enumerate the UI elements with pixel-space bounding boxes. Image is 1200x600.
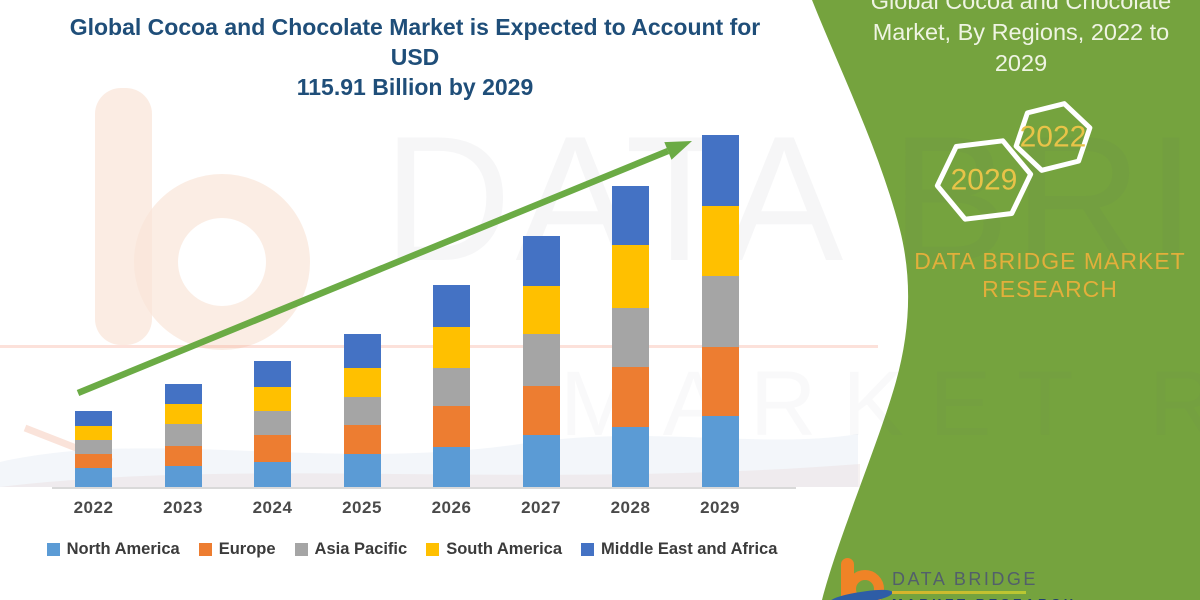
bar-segment	[612, 186, 649, 245]
stacked-bar-2028	[612, 186, 649, 487]
legend-swatch-icon	[46, 543, 60, 556]
legend-item: Middle East and Africa	[581, 540, 777, 559]
bar-segment	[75, 410, 112, 427]
bar-segment	[254, 461, 291, 487]
bar-segment	[701, 276, 739, 347]
bar-segment	[522, 386, 560, 436]
bar-segment	[343, 424, 381, 454]
legend-label: North America	[66, 540, 180, 558]
bar-segment	[164, 383, 202, 404]
bar-segment	[612, 427, 649, 487]
hexagon-badge-outline-2022	[1013, 101, 1093, 173]
chart-title: Global Cocoa and Chocolate Market is Exp…	[58, 12, 772, 102]
stacked-bar-2027	[522, 236, 560, 487]
bar-segment	[75, 454, 112, 468]
legend-swatch-icon	[198, 543, 212, 556]
legend-item: Asia Pacific	[294, 540, 408, 559]
side-panel-brand: DATA BRIDGE MARKET RESEARCH	[898, 247, 1200, 303]
bar-segment	[612, 308, 649, 368]
legend: North America Europe Asia Pacific South Ame…	[0, 540, 824, 559]
chart-area: 2022 2023 2024 2025 2026 2027 2028 2029	[52, 134, 796, 517]
bar-segment	[433, 406, 470, 447]
legend-label: Europe	[218, 540, 276, 558]
stacked-bar-2025	[343, 334, 381, 487]
x-axis-baseline	[52, 487, 796, 489]
hexagon-badge-year-2029: 2029	[951, 164, 1018, 197]
bar-segment	[343, 396, 381, 425]
x-axis-label-2029: 2029	[700, 498, 740, 517]
bar-segment	[701, 416, 739, 487]
bar-segment	[433, 446, 470, 487]
hexagon-badge-outline-2029	[934, 138, 1034, 222]
x-axis-label-2026: 2026	[431, 498, 472, 517]
side-panel-brand-line1: DATA BRIDGE MARKET	[914, 248, 1186, 274]
side-panel-shape	[812, 0, 1200, 600]
bar-segment	[254, 435, 291, 462]
legend-label: Middle East and Africa	[601, 540, 778, 558]
stacked-bar-2029	[701, 134, 739, 487]
side-panel-brand-line2: RESEARCH	[982, 276, 1118, 302]
x-axis-label-2022: 2022	[73, 498, 114, 517]
bar-segment	[701, 134, 739, 207]
hexagon-badge-year-2022: 2022	[1020, 121, 1087, 154]
bar-segment	[612, 244, 649, 309]
legend-label: South America	[446, 540, 563, 558]
bar-segment	[701, 346, 739, 417]
chart-title-line1: Global Cocoa and Chocolate Market is Exp…	[69, 14, 761, 70]
stacked-bar-2023	[164, 383, 202, 487]
side-panel-title-line1: Global Cocoa and Chocolate	[870, 0, 1172, 14]
bar-segment	[343, 334, 381, 368]
bar-segment	[433, 367, 470, 407]
footer-brand-underline	[892, 591, 1026, 594]
bar-segment	[75, 439, 112, 455]
bar-segment	[164, 403, 202, 424]
legend-swatch-icon	[581, 543, 595, 556]
bar-segment	[433, 285, 470, 327]
legend-label: Asia Pacific	[314, 540, 408, 558]
x-axis-label-2024: 2024	[252, 498, 293, 517]
bar-segment	[164, 423, 202, 446]
bar-segment	[522, 333, 560, 387]
legend-item: North America	[46, 540, 180, 559]
bar-segment	[254, 360, 291, 387]
bar-segment	[522, 435, 560, 487]
bar-segment	[433, 326, 470, 368]
stacked-bar-2024	[254, 360, 291, 487]
bar-segment	[343, 367, 381, 397]
bar-segment	[701, 206, 739, 277]
side-panel-title: Global Cocoa and Chocolate Market, By Re…	[845, 0, 1197, 79]
bar-segment	[522, 285, 560, 334]
stacked-bar-2026	[433, 285, 470, 487]
bar-segment	[343, 453, 381, 487]
x-axis-label-2028: 2028	[610, 498, 651, 517]
bar-segment	[164, 466, 202, 487]
bar-segment	[75, 426, 112, 440]
x-axis-label-2023: 2023	[163, 498, 203, 517]
bar-segment	[254, 411, 291, 436]
bar-segment	[254, 386, 291, 412]
chart-title-line2: 115.91 Billion by 2029	[296, 74, 534, 100]
bar-segment	[75, 467, 112, 487]
legend-swatch-icon	[294, 543, 308, 556]
stacked-bar-2022	[75, 410, 112, 487]
side-panel-title-line2: Market, By Regions, 2022 to 2029	[872, 19, 1170, 76]
bar-segment	[612, 367, 649, 428]
bar-segment	[164, 445, 202, 466]
x-axis-label-2025: 2025	[342, 498, 382, 517]
footer-brand-wordmark: DATA BRIDGE	[892, 569, 1038, 589]
footer-brand-subtext: MARKET RESEARCH	[892, 596, 1077, 600]
bar-segment	[522, 236, 560, 286]
legend-item: South America	[426, 540, 562, 559]
legend-item: Europe	[198, 540, 276, 559]
legend-swatch-icon	[426, 543, 440, 556]
x-axis-label-2027: 2027	[521, 498, 561, 517]
